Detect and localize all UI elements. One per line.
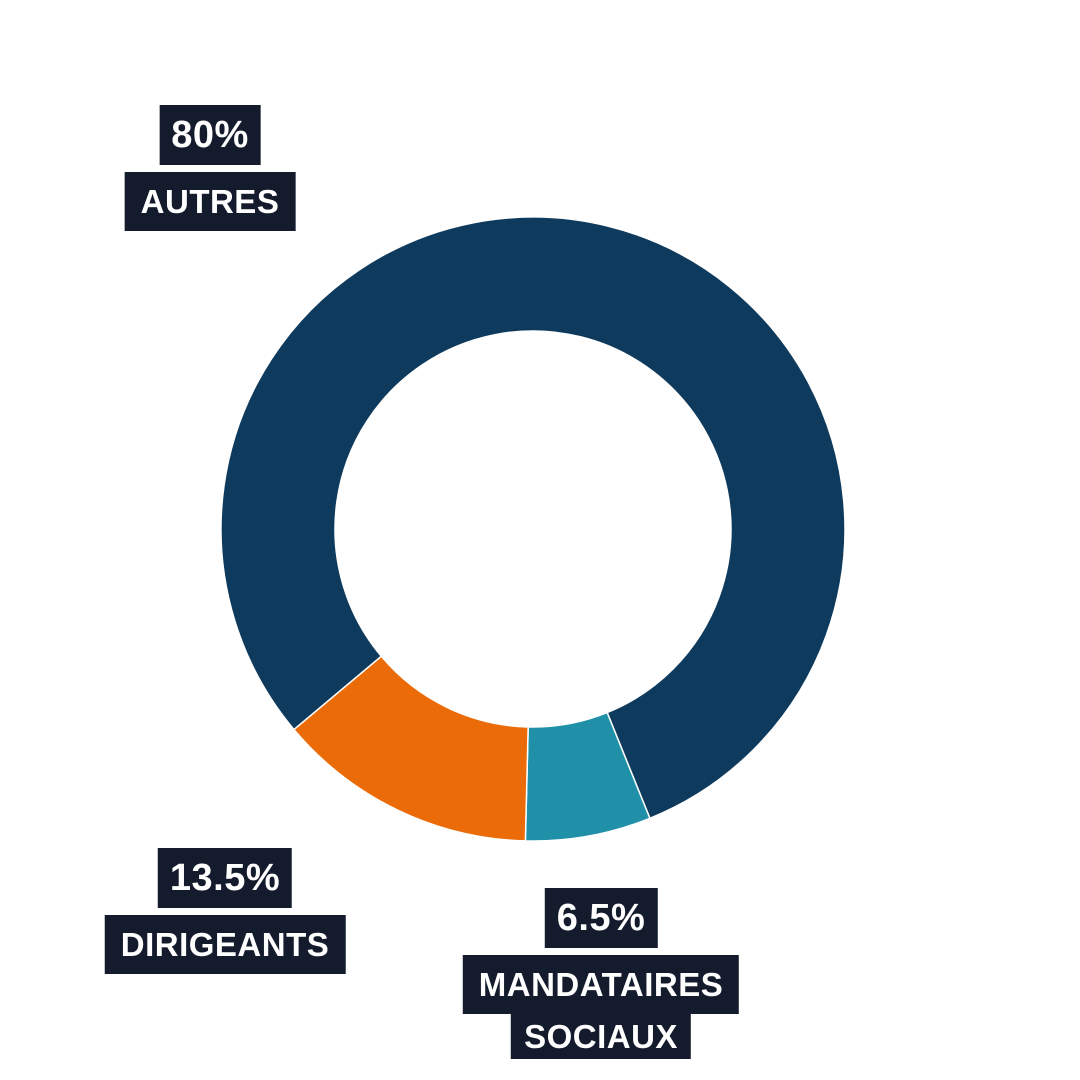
dirigeants-name-label: DIRIGEANTS: [104, 915, 346, 974]
mandataires-percent-label: 6.5%: [544, 888, 658, 948]
label-group-dirigeants: 13.5% DIRIGEANTS: [104, 848, 346, 974]
donut-segment-dirigeants: [292, 655, 529, 842]
autres-name-label: AUTRES: [124, 172, 296, 231]
mandataires-name-label-line2: SOCIAUX: [511, 1014, 691, 1059]
label-group-mandataires-sociaux: 6.5% MANDATAIRES SOCIAUX: [462, 888, 740, 1059]
dirigeants-percent-label: 13.5%: [157, 848, 293, 908]
donut-segment-autres: [220, 216, 846, 820]
autres-percent-label: 80%: [159, 105, 261, 165]
mandataires-name-label-line1: MANDATAIRES: [462, 955, 740, 1014]
label-group-autres: 80% AUTRES: [124, 105, 296, 231]
